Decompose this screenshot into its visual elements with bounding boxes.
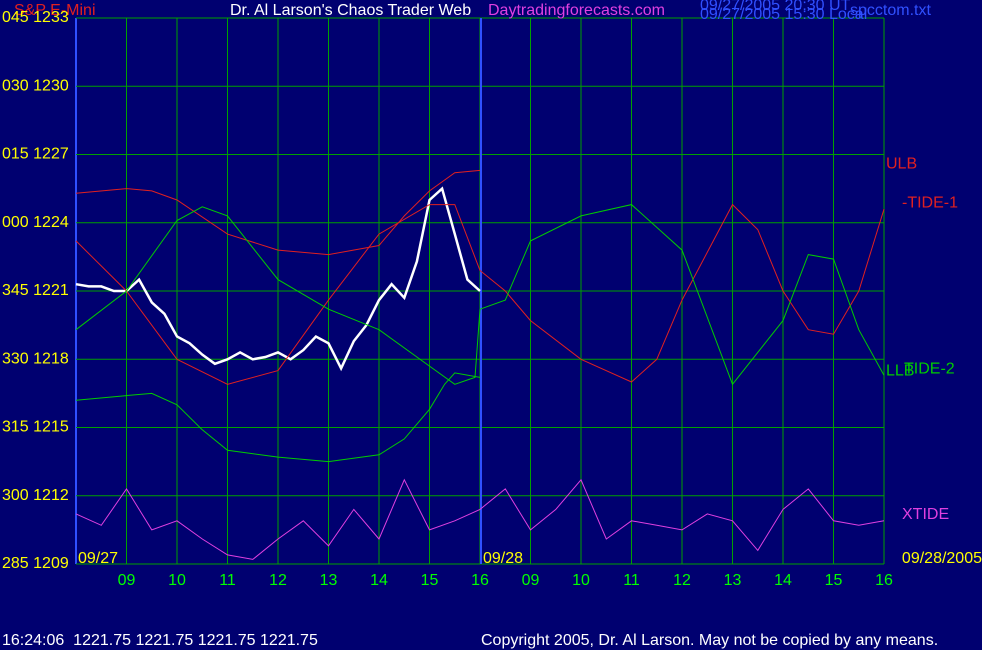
x-tick-label: 14 [774, 572, 792, 589]
x-tick-label: 13 [724, 572, 742, 589]
series-label: XTIDE [902, 506, 949, 523]
y-tick-label: 045 1233 [2, 9, 69, 26]
series-line [75, 478, 885, 560]
instrument: S&P E-Mini [14, 2, 96, 19]
chart-title: Dr. Al Larson's Chaos Trader Web [230, 2, 471, 19]
file-name: spcctom.txt [850, 2, 931, 19]
series-label: ULB [886, 156, 917, 173]
x-tick-label: 14 [370, 572, 388, 589]
x-tick-label: 16 [471, 572, 489, 589]
series-line [75, 186, 481, 372]
x-tick-label: 15 [825, 572, 843, 589]
series-label: -TIDE-1 [902, 194, 958, 211]
x-tick-label: 12 [269, 572, 287, 589]
x-tick-label: 16 [875, 572, 893, 589]
x-tick-label: 09 [118, 572, 136, 589]
series-label: TIDE-2 [904, 360, 955, 377]
x-tick-label: 11 [623, 572, 640, 589]
series-line [75, 169, 481, 256]
series-line [75, 203, 885, 385]
y-tick-label: 315 1215 [2, 419, 69, 436]
x-tick-label: 10 [572, 572, 590, 589]
y-tick-label: 330 1218 [2, 350, 69, 367]
y-tick-label: 285 1209 [2, 555, 69, 572]
timestamp: 09/27/2005 15:30 Local [700, 6, 867, 23]
y-tick-label: 000 1224 [2, 214, 69, 231]
date-label: 09/28/2005 [902, 550, 982, 567]
subtitle: Daytradingforecasts.com [488, 2, 665, 19]
x-tick-label: 09 [522, 572, 540, 589]
x-tick-label: 13 [320, 572, 338, 589]
status-line: 16:24:06 1221.75 1221.75 1221.75 1221.75 [2, 632, 318, 649]
y-tick-label: 015 1227 [2, 146, 69, 163]
x-tick-label: 11 [219, 572, 236, 589]
y-tick-label: 300 1212 [2, 487, 69, 504]
series-line [75, 372, 481, 463]
series-line [75, 204, 885, 386]
y-tick-label: 030 1230 [2, 77, 69, 94]
x-tick-label: 12 [673, 572, 691, 589]
x-tick-label: 15 [421, 572, 439, 589]
y-tick-label: 345 1221 [2, 282, 69, 299]
x-tick-label: 10 [168, 572, 186, 589]
copyright: Copyright 2005, Dr. Al Larson. May not b… [481, 632, 938, 649]
timestamp: 09/27/2005 20:30 UT [700, 0, 851, 14]
date-label: 09/27 [78, 550, 118, 567]
series-label: LLB [886, 363, 914, 380]
date-label: 09/28 [483, 550, 523, 567]
